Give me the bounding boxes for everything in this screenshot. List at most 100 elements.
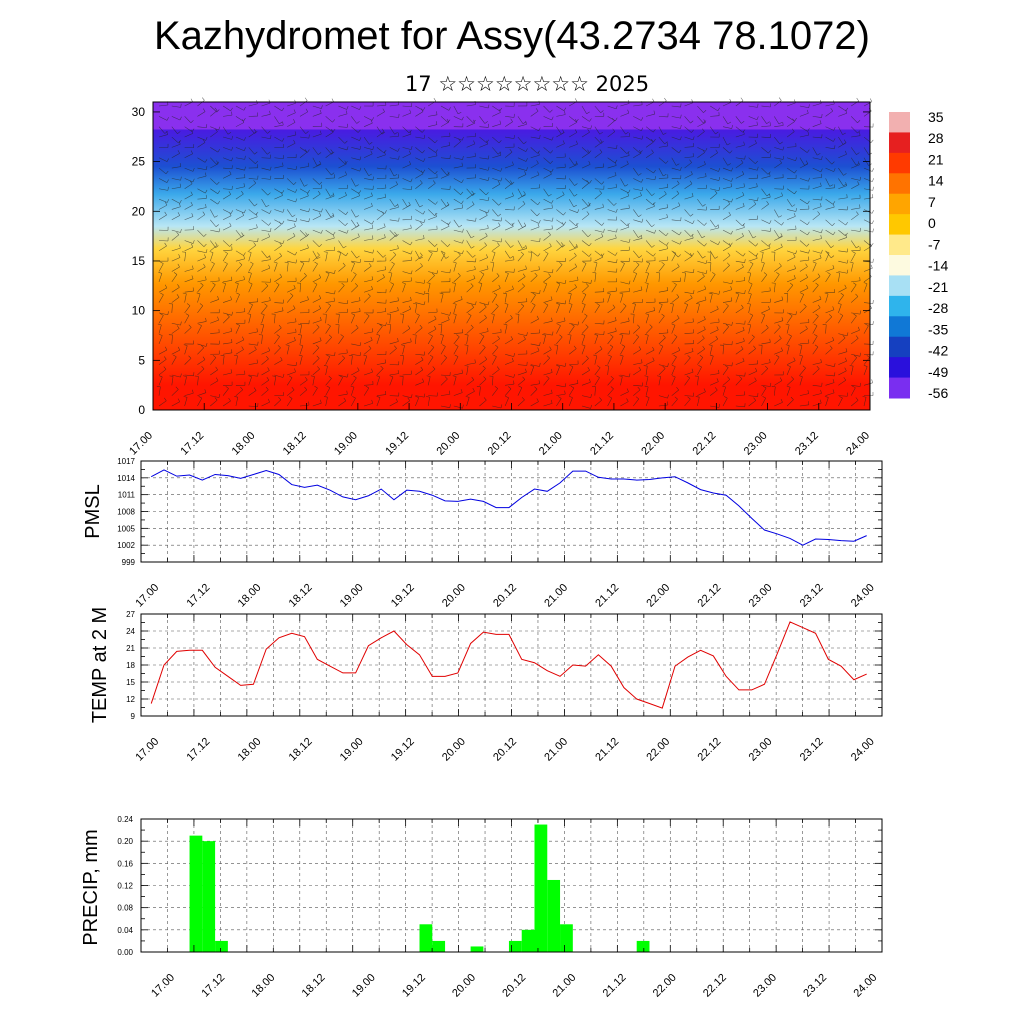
wind-barb	[838, 229, 846, 236]
wind-barb	[581, 381, 591, 386]
wind-barb	[680, 114, 682, 119]
wind-barb	[671, 375, 676, 378]
wind-barb	[440, 357, 447, 365]
wind-barb	[722, 186, 732, 190]
wind-barb	[230, 369, 233, 373]
wind-barb	[184, 133, 193, 138]
wind-barb	[870, 139, 874, 143]
wind-barb	[158, 167, 167, 175]
wind-barb	[226, 314, 230, 318]
wind-barb	[474, 359, 476, 364]
wind-barb	[470, 235, 475, 239]
y-tick-label: 30	[132, 105, 146, 119]
wind-barb	[842, 335, 846, 339]
wind-barb	[543, 282, 547, 285]
wind-barb	[539, 134, 541, 139]
wind-barb	[230, 107, 233, 112]
wind-barb	[415, 369, 423, 376]
wind-barb	[863, 260, 873, 263]
wind-barb	[338, 250, 347, 257]
wind-barb	[869, 98, 873, 102]
wind-barb	[500, 177, 503, 182]
wind-barb	[684, 357, 691, 365]
wind-barb	[594, 250, 603, 257]
wind-barb	[774, 380, 783, 386]
wind-barb	[505, 271, 515, 273]
wind-barb	[513, 353, 515, 357]
wind-barb	[248, 390, 257, 396]
wind-barb	[235, 147, 245, 152]
wind-barb	[645, 360, 655, 365]
wind-barb	[569, 226, 578, 231]
wind-barb	[254, 203, 258, 207]
x-tick-label: 19.12	[389, 582, 417, 610]
wind-barb	[492, 219, 502, 222]
wind-barb	[570, 385, 575, 389]
wind-barb	[461, 179, 464, 183]
wind-barb	[774, 265, 782, 272]
wind-barb	[286, 345, 290, 355]
wind-barb	[184, 315, 190, 324]
wind-barb	[287, 102, 296, 107]
wind-barb	[472, 388, 475, 392]
wind-barb	[788, 334, 792, 337]
wind-barb	[525, 368, 527, 373]
wind-barb	[351, 311, 361, 314]
wind-barb	[171, 178, 181, 181]
wind-barb	[222, 282, 226, 284]
wind-barb	[222, 355, 225, 365]
wind-barb	[615, 234, 617, 239]
wind-barb	[158, 126, 166, 134]
wind-barb	[833, 203, 835, 208]
wind-barb	[709, 250, 716, 259]
wind-barb	[856, 162, 860, 166]
wind-barb	[799, 345, 803, 355]
wind-barb	[530, 365, 534, 367]
x-tick-label: 22.00	[651, 972, 679, 1000]
wind-barb	[845, 232, 848, 236]
wind-barb	[196, 292, 201, 295]
wind-barb	[765, 324, 769, 329]
wind-barb	[779, 141, 783, 145]
wind-barb	[600, 140, 604, 144]
wind-barb	[812, 346, 819, 355]
wind-barb	[522, 246, 526, 249]
wind-barb	[665, 232, 669, 236]
wind-barb	[812, 157, 822, 160]
x-tick-label: 21.12	[588, 430, 616, 458]
wind-barb	[633, 349, 642, 355]
wind-barb	[653, 253, 656, 257]
wind-barb	[179, 163, 181, 167]
wind-barb	[304, 184, 308, 187]
wind-barb	[458, 224, 463, 228]
wind-barb	[484, 356, 488, 360]
wind-barb	[363, 348, 372, 355]
wind-barb	[415, 315, 420, 324]
wind-barb	[310, 375, 315, 377]
wind-barb	[820, 235, 822, 239]
wind-barb	[253, 242, 257, 246]
wind-barb	[778, 97, 782, 101]
y-tick-label: 0.20	[117, 837, 133, 846]
wind-barb	[748, 218, 758, 221]
wind-barb	[466, 397, 470, 407]
wind-barb	[658, 364, 668, 367]
wind-barb	[402, 126, 410, 134]
wind-barb	[697, 304, 700, 313]
colorbar-label: -7	[928, 236, 941, 252]
wind-barb	[184, 397, 188, 407]
wind-barb	[190, 120, 194, 124]
wind-barb	[171, 105, 181, 108]
wind-barb	[640, 286, 643, 291]
wind-barb	[820, 168, 823, 172]
wind-barb	[587, 367, 590, 371]
wind-barb	[408, 130, 412, 134]
wind-barb	[492, 178, 501, 182]
wind-barb	[543, 403, 553, 407]
wind-barb	[607, 331, 617, 334]
wind-barb	[268, 264, 271, 269]
wind-barb	[855, 397, 859, 401]
wind-barb	[838, 333, 848, 337]
wind-barb	[799, 376, 803, 386]
wind-barb	[638, 366, 642, 371]
